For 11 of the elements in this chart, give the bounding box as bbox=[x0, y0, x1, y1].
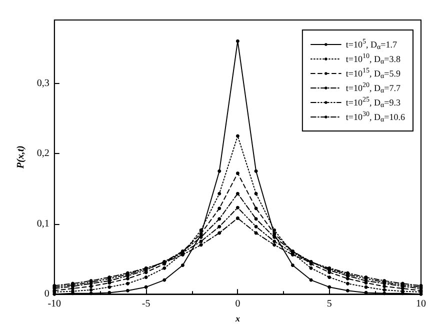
x-tick-label: 0 bbox=[235, 298, 240, 310]
x-tick-label: 5 bbox=[326, 298, 332, 310]
x-tick-label: -5 bbox=[142, 298, 150, 310]
y-tick-label: 0,3 bbox=[36, 78, 50, 89]
y-tick-label: 0,1 bbox=[36, 218, 50, 230]
x-tick-label: 10 bbox=[416, 298, 426, 310]
y-tick-label: 0 bbox=[44, 288, 50, 300]
y-tick-label: 0,2 bbox=[36, 148, 50, 160]
x-axis-title: x bbox=[234, 314, 240, 324]
y-axis-title: P(x,t) bbox=[16, 146, 26, 169]
x-tick-label: -10 bbox=[48, 298, 62, 310]
